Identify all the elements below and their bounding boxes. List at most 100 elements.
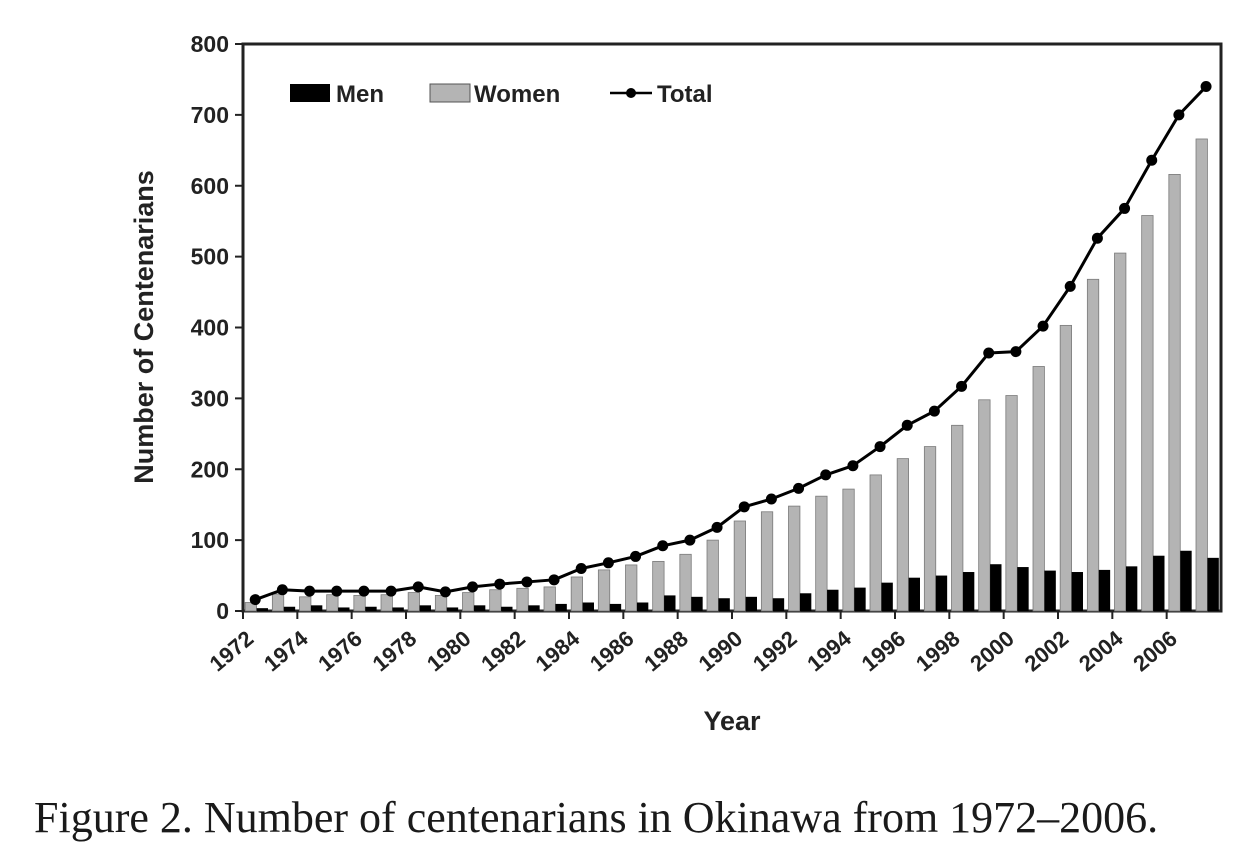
- bar-men: [528, 605, 540, 611]
- bar-women: [842, 488, 855, 612]
- legend-label-men: Men: [336, 81, 384, 108]
- point-total: [630, 550, 642, 562]
- x-tick-label: 1982: [476, 626, 530, 677]
- bar-men: [310, 605, 323, 611]
- point-total: [1146, 154, 1158, 166]
- point-total: [412, 581, 424, 593]
- point-total: [765, 493, 777, 505]
- bar-women: [1032, 366, 1045, 612]
- point-total: [874, 441, 886, 453]
- bar-women: [869, 474, 882, 612]
- x-tick-label: 2004: [1074, 625, 1128, 676]
- bar-women: [978, 399, 991, 612]
- bar-men: [1153, 555, 1165, 611]
- point-total: [249, 594, 261, 606]
- bar-women: [299, 596, 312, 612]
- bar-men: [745, 596, 757, 611]
- y-tick-label: 0: [216, 598, 229, 624]
- bar-women: [733, 520, 746, 612]
- y-tick-label: 800: [191, 31, 229, 57]
- bar-men: [446, 607, 459, 611]
- y-axis: 0 100 200 300 400 500 600 700 800: [191, 31, 243, 624]
- point-total: [820, 469, 832, 481]
- x-tick-label: 1974: [259, 625, 313, 676]
- point-total: [1037, 320, 1049, 332]
- point-total: [1064, 280, 1076, 292]
- point-total: [467, 581, 479, 593]
- bar-women: [896, 458, 909, 612]
- x-tick-label: 1990: [694, 626, 748, 677]
- bar-men: [1125, 566, 1138, 611]
- bar-men: [555, 603, 567, 611]
- bar-women: [652, 560, 665, 612]
- bar-women: [923, 446, 937, 612]
- point-total: [1173, 109, 1185, 121]
- y-tick-label: 500: [191, 244, 229, 270]
- bar-men: [636, 602, 649, 611]
- plot-area: [241, 42, 1223, 613]
- point-total: [983, 347, 995, 359]
- legend-swatch-men: [290, 84, 330, 102]
- x-tick-label: 1980: [422, 626, 476, 677]
- point-total: [1091, 232, 1103, 244]
- bar-men: [772, 598, 785, 611]
- x-axis-label: Year: [703, 706, 761, 736]
- bar-men: [854, 587, 866, 611]
- bar-women: [271, 593, 285, 612]
- bar-men: [935, 575, 948, 611]
- bar-men: [582, 602, 594, 611]
- y-axis-label: Number of Centenarians: [129, 170, 159, 484]
- bar-men: [1071, 572, 1083, 611]
- bar-men: [799, 593, 812, 611]
- x-tick-label: 2002: [1020, 626, 1074, 677]
- x-tick-label: 2006: [1128, 626, 1182, 677]
- point-total: [575, 562, 587, 574]
- bar-women: [706, 539, 719, 612]
- bar-women: [1168, 174, 1181, 612]
- bar-men: [990, 564, 1002, 611]
- point-total: [1200, 81, 1212, 93]
- point-total: [494, 578, 506, 590]
- x-tick-label: 2000: [965, 626, 1019, 677]
- bar-women: [434, 595, 448, 612]
- point-total: [276, 584, 288, 596]
- bar-women: [462, 592, 475, 612]
- point-total: [847, 460, 859, 472]
- point-total: [793, 482, 805, 494]
- point-total: [684, 534, 696, 546]
- point-total: [358, 585, 370, 597]
- bar-men: [1180, 550, 1192, 611]
- bar-women: [543, 586, 556, 612]
- point-total: [385, 585, 397, 597]
- bar-men: [664, 595, 676, 611]
- bar-women: [1141, 215, 1154, 612]
- legend-label-total: Total: [657, 81, 713, 108]
- y-tick-label: 200: [191, 456, 229, 482]
- bar-women: [516, 587, 529, 612]
- bar-women: [570, 576, 583, 612]
- legend: Men Women Total: [290, 81, 713, 108]
- plot-frame: [241, 42, 1223, 613]
- x-tick-label: 1986: [585, 626, 639, 677]
- legend-marker-total: [626, 88, 636, 98]
- y-tick-label: 100: [191, 527, 229, 553]
- point-total: [548, 574, 560, 586]
- bar-men: [338, 607, 350, 611]
- bar-women: [788, 505, 801, 612]
- x-tick-label: 1992: [748, 626, 802, 677]
- bar-women: [1114, 252, 1127, 612]
- legend-label-women: Women: [474, 81, 560, 108]
- point-total: [602, 557, 614, 569]
- bar-women: [815, 495, 828, 612]
- y-tick-label: 300: [191, 385, 229, 411]
- y-tick-label: 700: [191, 102, 229, 128]
- bar-women: [1005, 395, 1018, 612]
- bar-women: [380, 594, 393, 612]
- point-total: [928, 405, 940, 417]
- bars-layer: [244, 138, 1219, 612]
- point-total: [521, 576, 533, 588]
- bar-women: [1195, 138, 1208, 612]
- bar-women: [326, 594, 339, 612]
- bar-women: [1086, 278, 1100, 612]
